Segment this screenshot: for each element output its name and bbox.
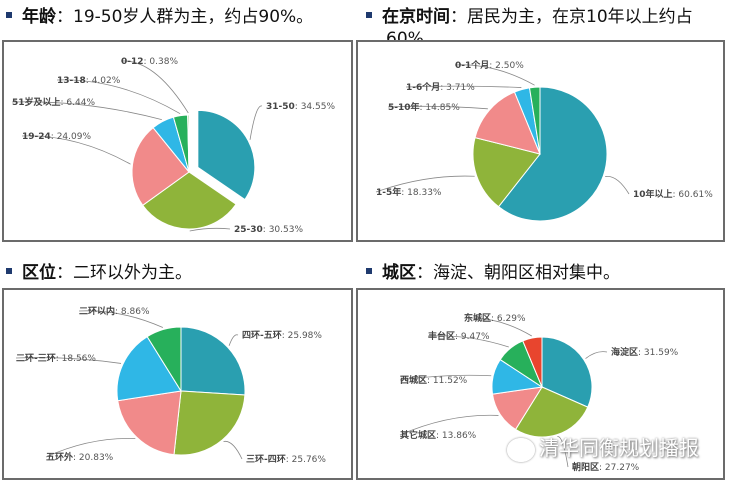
slice-label-0: 四环-五环: 25.98% (242, 330, 322, 341)
slice-label-2: 5-10年: 14.85% (388, 101, 460, 113)
panel-age: 31-50: 34.55% 25-30: 30.53% 19-24: 24.09% 5… (2, 40, 353, 242)
leader-line-3 (11, 101, 162, 121)
leader-line-4 (56, 79, 181, 115)
residence-time-pie-chart: 10年以上: 60.61% 1-5年: 18.33% 5-10年: 14.85% 1-… (375, 59, 713, 222)
leader-line-1 (223, 440, 243, 460)
leader-line-1 (557, 436, 569, 468)
bullet-icon (6, 268, 12, 274)
pie-slice-2 (131, 127, 190, 206)
slice-label-5: 东城区: 6.29% (464, 312, 526, 324)
heading-age: 年龄：19-50岁人群为主，约占90%。 (6, 6, 313, 28)
leader-line-4 (427, 335, 509, 348)
leader-line-5 (120, 60, 189, 114)
pie-slice-0 (541, 336, 593, 408)
wechat-icon (507, 437, 535, 462)
leader-line-3 (399, 374, 492, 381)
leader-line-1 (375, 175, 475, 193)
leader-line-5 (463, 317, 532, 337)
leader-line-4 (78, 310, 164, 328)
slice-label-1: 三环-四环: 25.76% (246, 454, 326, 465)
pie-slice-2 (117, 390, 182, 456)
panel-location: 四环-五环: 25.98% 三环-四环: 25.76% 五环外: 20.83% 二环-… (2, 288, 353, 480)
location-pie-chart: 四环-五环: 25.98% 三环-四环: 25.76% 五环外: 20.83% 二环-… (15, 305, 326, 465)
slice-label-0: 31-50: 34.55% (266, 102, 335, 112)
leader-line-2 (387, 105, 488, 110)
heading-residence-time: 在京时间：居民为主，在京10年以上约占 (366, 6, 693, 28)
pie-slice-2 (474, 91, 541, 155)
pie-slice-3 (116, 335, 182, 402)
slice-label-4: 丰台区: 9.47% (428, 330, 490, 342)
leader-line-2 (45, 438, 136, 458)
heading-district: 城区：海淀、朝阳区相对集中。 (366, 262, 620, 284)
slice-label-0: 海淀区: 31.59% (611, 346, 679, 358)
heading-location: 区位：二环以外为主。 (6, 262, 192, 284)
pie-slice-4 (528, 86, 541, 155)
pie-slice-5 (522, 336, 543, 388)
slice-label-3: 1-6个月: 3.71% (406, 81, 475, 93)
slice-label-2: 五环外: 20.83% (46, 451, 114, 463)
slice-label-3: 西城区: 11.52% (400, 374, 468, 386)
bullet-icon (366, 12, 372, 18)
leader-line-0 (585, 351, 608, 359)
leader-line-2 (399, 414, 499, 436)
slice-label-4: 0-1个月: 2.50% (455, 59, 524, 71)
bullet-icon (6, 12, 12, 18)
slice-label-3: 二环-三环: 18.56% (16, 353, 96, 364)
slice-label-1: 1-5年: 18.33% (376, 186, 442, 198)
leader-line-0 (249, 105, 263, 140)
leader-line-1 (189, 227, 231, 232)
leader-line-3 (405, 85, 522, 88)
slice-label-1: 朝阳区: 27.27% (572, 461, 640, 473)
slice-label-3: 51岁及以上: 6.44% (12, 96, 95, 108)
leader-line-0 (605, 176, 630, 195)
pie-slice-1 (173, 390, 246, 456)
pie-slice-0 (497, 86, 608, 222)
age-pie-chart: 31-50: 34.55% 25-30: 30.53% 19-24: 24.09% 5… (11, 57, 335, 235)
leader-line-3 (15, 357, 122, 364)
bullet-icon (366, 268, 372, 274)
watermark: 清华同衡规划播报 (507, 432, 747, 462)
pie-slice-0 (197, 109, 256, 201)
panel-district: 海淀区: 31.59% 朝阳区: 27.27% 其它城区: 13.86% 西城区: 1… (356, 288, 725, 480)
slice-label-5: 0-12: 0.38% (121, 57, 178, 67)
leader-line-4 (454, 64, 535, 86)
slice-label-2: 19-24: 24.09% (22, 132, 91, 142)
panel-residence-time: 10年以上: 60.61% 1-5年: 18.33% 5-10年: 14.85% 1-… (356, 40, 725, 242)
pie-slice-4 (146, 326, 182, 393)
pie-slice-1 (514, 386, 589, 438)
pie-slice-5 (187, 114, 190, 173)
slice-label-0: 10年以上: 60.61% (633, 188, 713, 200)
pie-slice-0 (180, 326, 246, 396)
slice-label-2: 其它城区: 13.86% (400, 429, 477, 441)
district-pie-chart: 海淀区: 31.59% 朝阳区: 27.27% 其它城区: 13.86% 西城区: 1… (399, 312, 679, 473)
pie-slice-1 (142, 171, 237, 230)
pie-slice-1 (472, 136, 541, 208)
slice-label-4: 二环以内: 8.86% (79, 305, 150, 317)
leader-line-0 (228, 334, 239, 346)
leader-line-2 (21, 135, 131, 165)
slice-label-4: 13-18: 4.02% (57, 76, 121, 86)
slice-label-1: 25-30: 30.53% (234, 225, 303, 235)
